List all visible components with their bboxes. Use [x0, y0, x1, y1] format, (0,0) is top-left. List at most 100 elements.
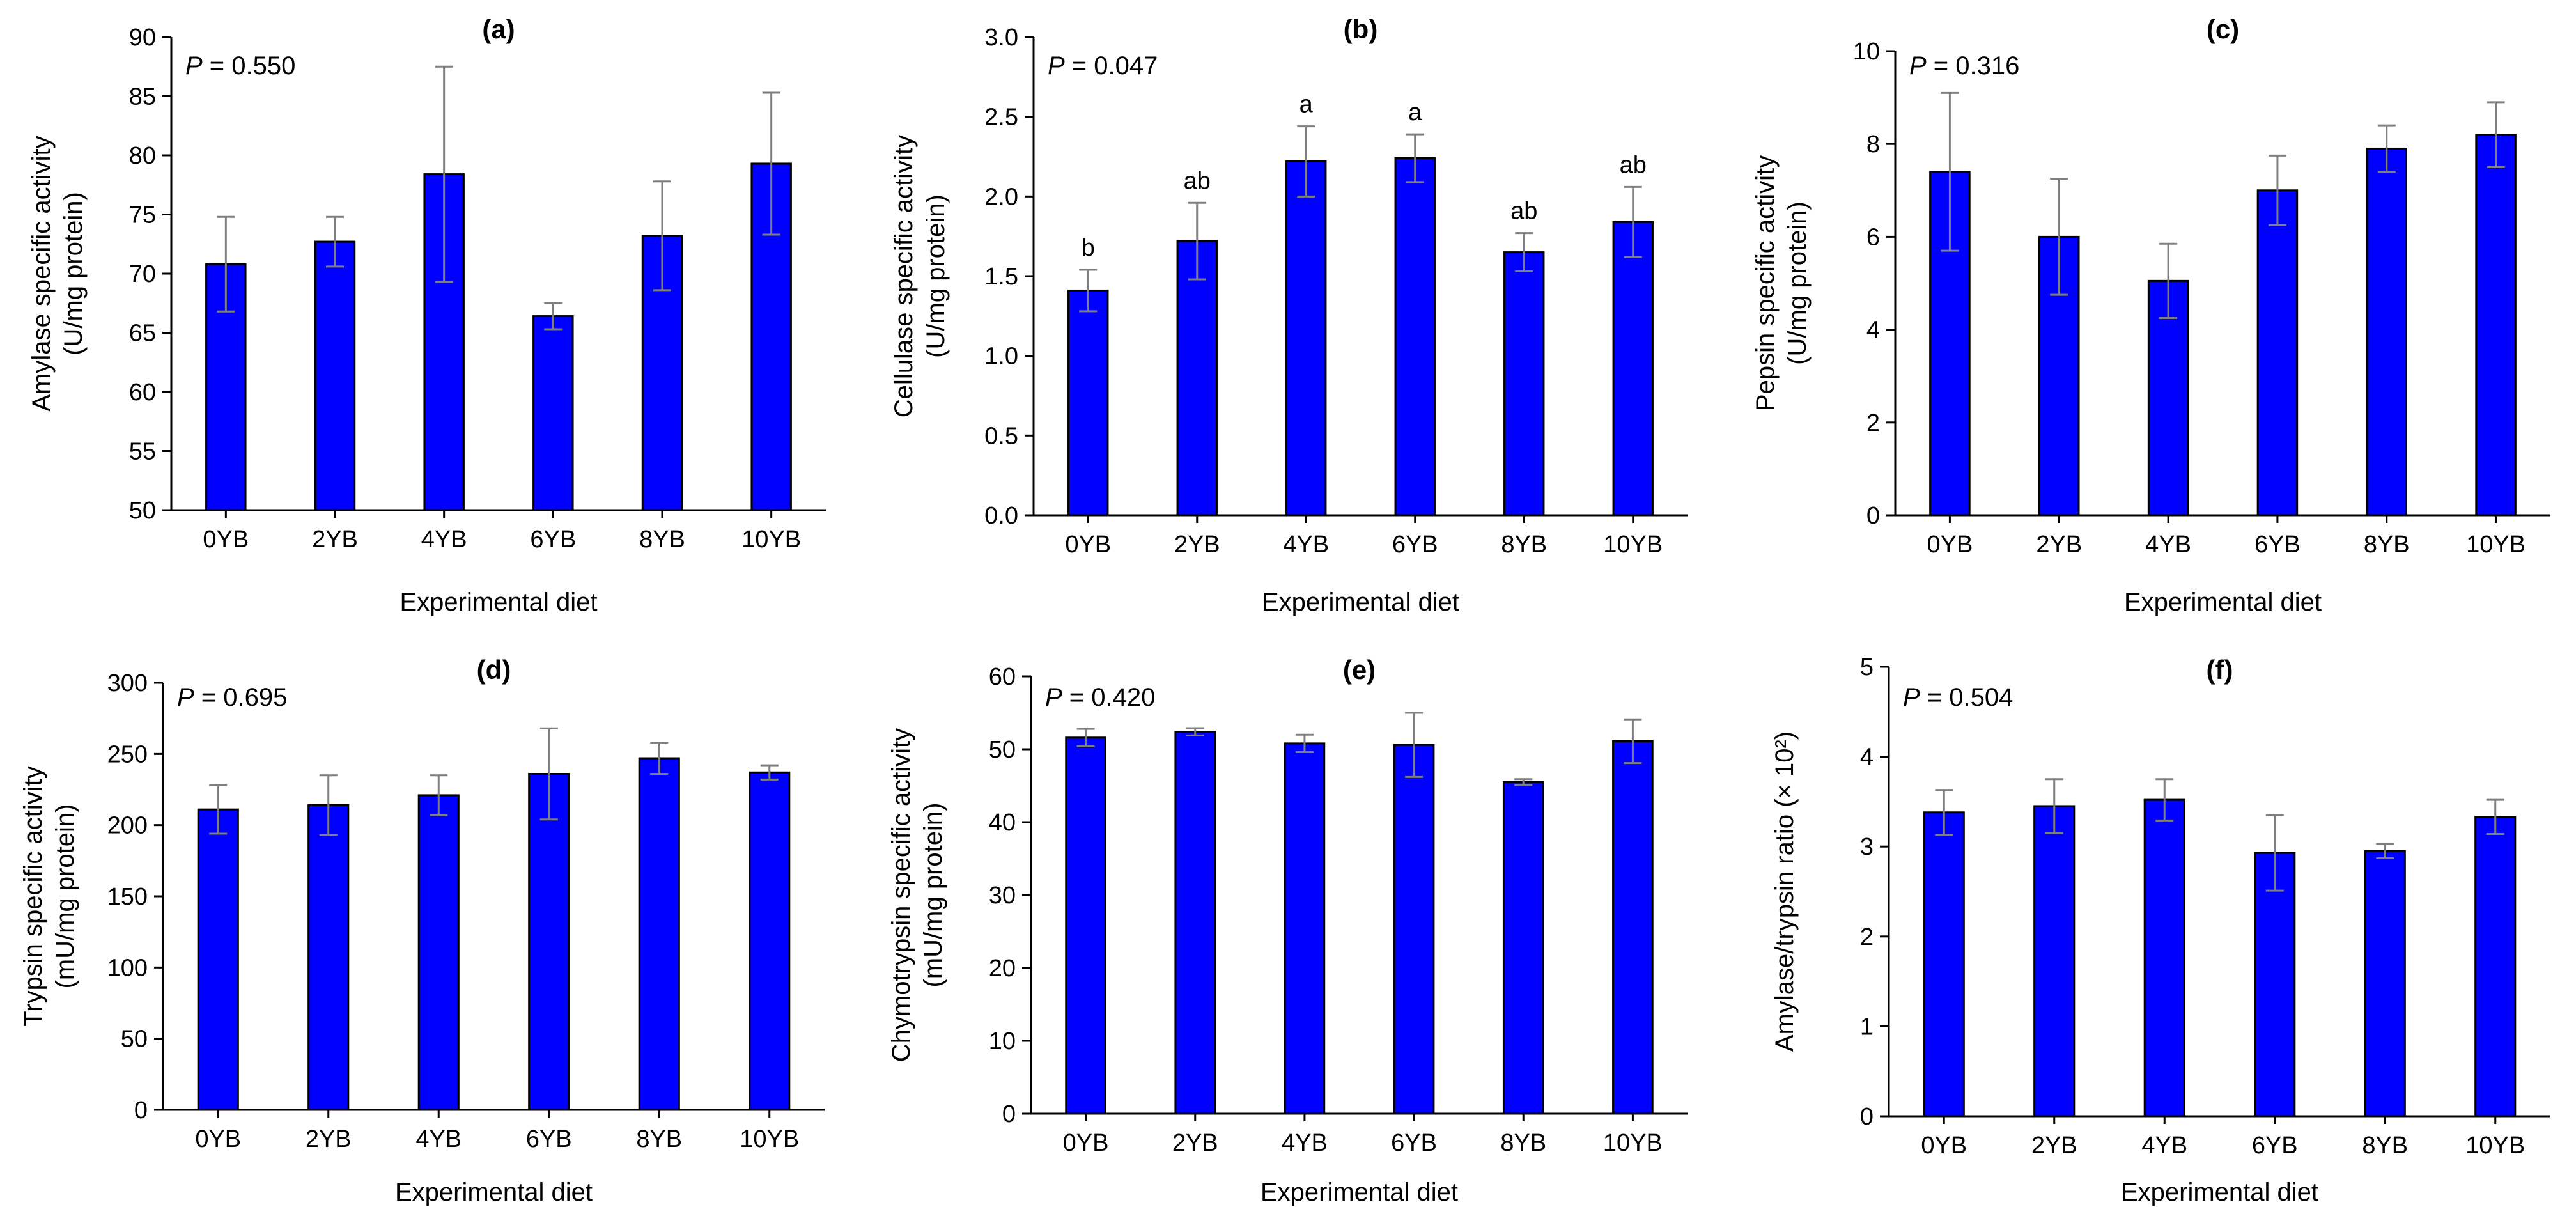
- p-symbol: P: [1045, 683, 1062, 712]
- panel-label: (b): [1344, 14, 1378, 44]
- x-tick-label: 2YB: [2036, 531, 2082, 558]
- x-tick-label: 8YB: [1501, 531, 1547, 558]
- y-tick-label: 10: [989, 1028, 1016, 1055]
- y-tick-label: 0.5: [984, 423, 1018, 449]
- y-axis-title-line: (U/mg protein): [1783, 201, 1812, 365]
- y-tick-label: 2: [1860, 924, 1874, 951]
- x-tick-label: 10YB: [1603, 1130, 1663, 1157]
- bar: [2366, 147, 2407, 517]
- bar: [1174, 731, 1216, 1115]
- bar: [1176, 240, 1218, 517]
- x-tick-label: 4YB: [1282, 1130, 1328, 1157]
- p-value-annotation: P = 0.047: [1048, 52, 1158, 80]
- bar: [2147, 279, 2189, 517]
- significance-letter: b: [1082, 235, 1095, 261]
- y-axis-title-line: Amylase specific activity: [27, 136, 56, 411]
- x-tick-label: 10YB: [2466, 531, 2526, 558]
- y-tick-label: 55: [129, 439, 156, 465]
- x-axis-title: Experimental diet: [1261, 1178, 1458, 1206]
- x-axis-title: Experimental diet: [2124, 588, 2322, 616]
- bar: [2474, 816, 2517, 1118]
- y-tick-label: 60: [989, 664, 1016, 690]
- bar: [307, 804, 350, 1111]
- x-tick-label: 2YB: [1174, 531, 1220, 558]
- x-axis-title: Experimental diet: [400, 588, 597, 616]
- x-tick-label: 8YB: [2364, 531, 2410, 558]
- y-tick-label: 65: [129, 320, 156, 347]
- bar: [1065, 736, 1106, 1115]
- y-tick-label: 150: [107, 884, 148, 910]
- y-axis-title: Amylase/trypsin ratio (× 10²): [1771, 731, 1799, 1052]
- p-value: = 0.316: [1927, 52, 2020, 80]
- significance-letter: a: [1408, 99, 1422, 126]
- y-axis-title-line: (U/mg protein): [922, 194, 950, 358]
- p-value-annotation: P = 0.316: [1909, 52, 2019, 80]
- y-tick-label: 2.0: [984, 183, 1018, 210]
- y-tick-label: 3.0: [984, 24, 1018, 51]
- x-tick-label: 8YB: [2362, 1132, 2408, 1159]
- y-axis-title-line: Amylase/trypsin ratio (× 10²): [1771, 731, 1799, 1052]
- bar: [1394, 157, 1436, 517]
- panel-b: 0.0 0.5 1.0 1.5 2.0 2.5 3.0 0YB b 2YB ab 4YB a 6YB a 8Y…: [890, 14, 1688, 616]
- significance-letter: ab: [1510, 198, 1537, 225]
- panel-label: (f): [2207, 655, 2233, 685]
- x-tick-label: 10YB: [741, 526, 801, 553]
- y-axis-title: Cellulase specific activity (U/mg protein…: [890, 135, 950, 417]
- bar: [2143, 798, 2185, 1118]
- x-tick-label: 4YB: [2141, 1132, 2187, 1159]
- y-tick-label: 1.5: [984, 263, 1018, 290]
- x-tick-label: 8YB: [636, 1126, 682, 1153]
- bar: [2475, 134, 2517, 517]
- p-value: = 0.550: [203, 52, 296, 80]
- y-tick-label: 0: [1866, 502, 1880, 529]
- p-value: = 0.047: [1065, 52, 1158, 80]
- p-symbol: P: [1048, 52, 1065, 80]
- panel-label: (d): [477, 655, 511, 685]
- x-tick-label: 4YB: [421, 526, 467, 553]
- bar: [2256, 189, 2299, 517]
- bar: [1612, 740, 1654, 1115]
- y-tick-label: 0: [134, 1097, 148, 1124]
- x-tick-label: 8YB: [639, 526, 685, 553]
- x-tick-label: 2YB: [2031, 1132, 2077, 1159]
- y-tick-label: 50: [989, 736, 1016, 763]
- y-tick-label: 85: [129, 84, 156, 111]
- x-tick-label: 6YB: [1392, 531, 1438, 558]
- y-tick-label: 40: [989, 809, 1016, 836]
- bar: [1503, 251, 1545, 517]
- p-value: = 0.504: [1920, 683, 2013, 712]
- y-axis-title-line: Chymotrypsin specific activity: [887, 728, 915, 1062]
- y-tick-label: 8: [1866, 131, 1880, 158]
- x-tick-label: 2YB: [1172, 1130, 1218, 1157]
- bar: [1502, 781, 1544, 1115]
- x-tick-label: 6YB: [2252, 1132, 2298, 1159]
- y-tick-label: 20: [989, 955, 1016, 982]
- x-tick-label: 10YB: [1603, 531, 1663, 558]
- bar: [1923, 811, 1965, 1118]
- bar: [314, 240, 356, 511]
- y-axis-title-line: (mU/mg protein): [919, 803, 947, 988]
- x-tick-label: 10YB: [740, 1126, 799, 1153]
- y-tick-label: 70: [129, 261, 156, 288]
- y-tick-label: 90: [129, 24, 156, 51]
- y-tick-label: 60: [129, 379, 156, 406]
- bar: [197, 808, 239, 1111]
- y-tick-label: 0: [1002, 1101, 1016, 1128]
- x-axis-title: Experimental diet: [395, 1178, 593, 1206]
- y-tick-label: 200: [107, 813, 148, 839]
- x-tick-label: 6YB: [526, 1126, 572, 1153]
- bar: [1285, 160, 1327, 517]
- y-tick-label: 2.5: [984, 104, 1018, 131]
- y-tick-label: 0: [1860, 1103, 1874, 1130]
- panel-e: 0 10 20 30 40 50 60 0YB 2YB 4YB 6YB 8YB 10YB (e) P = 0…: [887, 655, 1688, 1206]
- p-symbol: P: [177, 683, 194, 712]
- bar: [532, 315, 574, 511]
- x-tick-label: 2YB: [306, 1126, 352, 1153]
- bar: [2254, 852, 2296, 1118]
- y-tick-label: 250: [107, 741, 148, 768]
- x-tick-label: 10YB: [2465, 1132, 2525, 1159]
- bar: [1612, 221, 1654, 517]
- p-value-annotation: P = 0.550: [185, 52, 295, 80]
- p-symbol: P: [1909, 52, 1927, 80]
